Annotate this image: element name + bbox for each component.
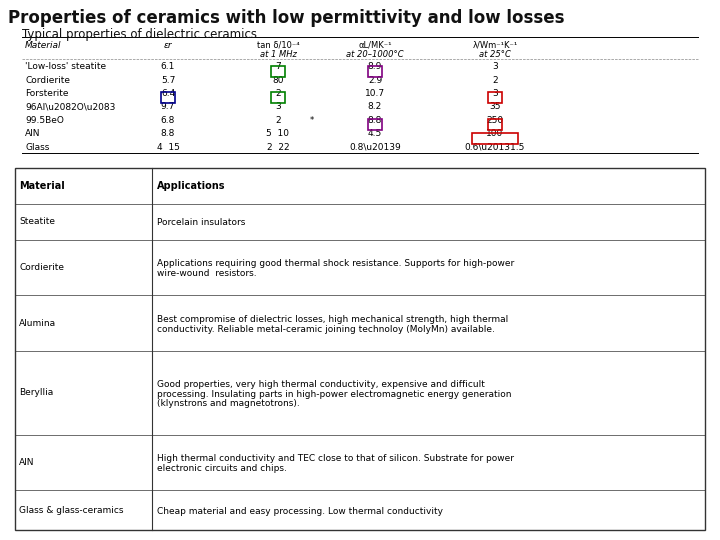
Text: 5  10: 5 10 — [266, 129, 289, 138]
Text: Cordierite: Cordierite — [19, 263, 64, 272]
Text: processing. Insulating parts in high-power electromagnetic energy generation: processing. Insulating parts in high-pow… — [157, 389, 511, 399]
Bar — [271, 66, 285, 77]
Text: Applications requiring good thermal shock resistance. Supports for high-power: Applications requiring good thermal shoc… — [157, 259, 514, 268]
Bar — [161, 92, 175, 103]
Text: Glass & glass-ceramics: Glass & glass-ceramics — [19, 505, 124, 515]
Text: Forsterite: Forsterite — [25, 89, 68, 98]
Text: 8.8: 8.8 — [368, 116, 382, 125]
Bar — [368, 119, 382, 130]
Text: 6.1: 6.1 — [161, 62, 175, 71]
Text: 7: 7 — [275, 62, 281, 71]
Text: 'Low-loss' steatite: 'Low-loss' steatite — [25, 62, 106, 71]
Text: Applications: Applications — [157, 181, 225, 191]
Text: at 25°C: at 25°C — [479, 50, 511, 59]
Text: αL/MK⁻¹: αL/MK⁻¹ — [359, 41, 392, 50]
Text: 4  15: 4 15 — [156, 143, 179, 152]
Text: 3: 3 — [275, 102, 281, 111]
Text: 8.9: 8.9 — [368, 62, 382, 71]
Bar — [368, 66, 382, 77]
Text: tan δ/10⁻⁴: tan δ/10⁻⁴ — [256, 41, 300, 50]
Text: 2: 2 — [275, 89, 281, 98]
Text: 6.4: 6.4 — [161, 89, 175, 98]
Text: AlN: AlN — [25, 129, 40, 138]
Text: 5.7: 5.7 — [161, 76, 175, 85]
Bar — [472, 133, 518, 144]
Text: (klynstrons and magnetotrons).: (klynstrons and magnetotrons). — [157, 399, 300, 408]
Text: 96Al\u2082O\u2083: 96Al\u2082O\u2083 — [25, 102, 115, 111]
Text: Typical properties of dielectric ceramics: Typical properties of dielectric ceramic… — [22, 28, 257, 41]
Text: Steatite: Steatite — [19, 217, 55, 226]
Text: 2: 2 — [275, 116, 281, 125]
Bar — [487, 119, 503, 130]
Text: AlN: AlN — [19, 458, 35, 467]
Text: Beryllia: Beryllia — [19, 388, 53, 397]
Text: 0.8\u20139: 0.8\u20139 — [349, 143, 401, 152]
Text: Properties of ceramics with low permittivity and low losses: Properties of ceramics with low permitti… — [8, 9, 564, 27]
Text: 35: 35 — [490, 102, 500, 111]
Text: 6.8: 6.8 — [161, 116, 175, 125]
Text: 8.8: 8.8 — [161, 129, 175, 138]
Text: 0.6\u20131.5: 0.6\u20131.5 — [465, 143, 525, 152]
Text: λ/Wm⁻¹K⁻¹: λ/Wm⁻¹K⁻¹ — [472, 41, 518, 50]
Bar — [15, 168, 705, 530]
Text: 80: 80 — [272, 76, 284, 85]
Text: Porcelain insulators: Porcelain insulators — [157, 219, 246, 227]
Text: 3: 3 — [492, 62, 498, 71]
Text: Alumina: Alumina — [19, 319, 56, 328]
Text: conductivity. Reliable metal-ceramic joining technoloy (MolyMn) available.: conductivity. Reliable metal-ceramic joi… — [157, 325, 495, 334]
Text: electronic circuits and chips.: electronic circuits and chips. — [157, 464, 287, 473]
Text: Glass: Glass — [25, 143, 50, 152]
Text: 2: 2 — [492, 76, 498, 85]
Text: Material: Material — [25, 41, 61, 50]
Bar — [271, 92, 285, 103]
Text: at 20–1000°C: at 20–1000°C — [346, 50, 404, 59]
Text: 100: 100 — [487, 129, 503, 138]
Text: *: * — [310, 116, 314, 125]
Text: Best compromise of dielectric losses, high mechanical strength, high thermal: Best compromise of dielectric losses, hi… — [157, 315, 508, 324]
Text: 9.7: 9.7 — [161, 102, 175, 111]
Text: 3: 3 — [492, 89, 498, 98]
Text: Material: Material — [19, 181, 65, 191]
Text: 250: 250 — [487, 116, 503, 125]
Text: High thermal conductivity and TEC close to that of silicon. Substrate for power: High thermal conductivity and TEC close … — [157, 454, 514, 463]
Text: 2.9: 2.9 — [368, 76, 382, 85]
Text: at 1 MHz: at 1 MHz — [260, 50, 297, 59]
Text: Cordierite: Cordierite — [25, 76, 70, 85]
Bar — [488, 92, 502, 103]
Text: 2  22: 2 22 — [266, 143, 289, 152]
Text: Good properties, very high thermal conductivity, expensive and difficult: Good properties, very high thermal condu… — [157, 380, 485, 389]
Text: 10.7: 10.7 — [365, 89, 385, 98]
Text: Cheap material and easy processing. Low thermal conductivity: Cheap material and easy processing. Low … — [157, 507, 443, 516]
Text: 8.2: 8.2 — [368, 102, 382, 111]
Text: 99.5BeO: 99.5BeO — [25, 116, 64, 125]
Text: wire-wound  resistors.: wire-wound resistors. — [157, 269, 256, 278]
Text: εr: εr — [163, 41, 172, 50]
Text: 4.5: 4.5 — [368, 129, 382, 138]
